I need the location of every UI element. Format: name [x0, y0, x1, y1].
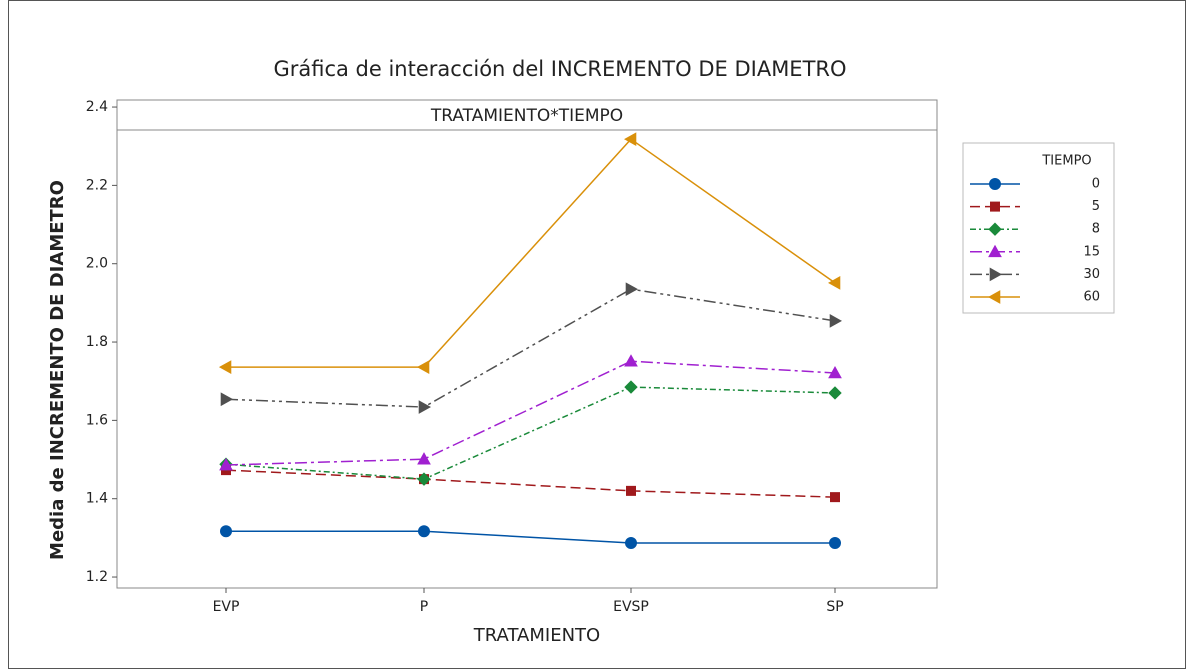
legend-label: 15	[1083, 244, 1100, 259]
panel-strip	[116, 99, 938, 131]
series-line	[225, 386, 836, 480]
marker	[418, 400, 432, 414]
y-tick-label: 1.2	[86, 569, 108, 585]
legend-label: 5	[1092, 199, 1100, 214]
legend-label: 0	[1092, 177, 1100, 192]
legend-marker	[988, 244, 1002, 258]
marker	[218, 360, 232, 374]
legend-marker	[987, 290, 1001, 304]
marker	[829, 536, 841, 549]
marker	[827, 276, 841, 290]
y-tick-label: 2.4	[86, 99, 108, 115]
marker	[418, 525, 430, 538]
x-tick-label: EVSP	[613, 599, 649, 615]
legend-marker	[988, 222, 1002, 236]
series-line	[225, 469, 836, 498]
x-tick-label: EVP	[213, 599, 240, 615]
marker	[624, 380, 638, 394]
legend-box	[962, 142, 1115, 314]
legend-marker	[989, 178, 1001, 190]
marker	[624, 354, 638, 367]
marker	[626, 485, 636, 496]
chart-title: Gráfica de interacción del INCREMENTO DE…	[273, 57, 846, 81]
marker	[220, 392, 234, 407]
marker	[625, 282, 639, 297]
y-tick-label: 1.8	[86, 334, 108, 350]
marker	[625, 536, 637, 549]
marker	[829, 314, 843, 328]
series-line	[225, 360, 836, 466]
panel-label: TRATAMIENTO*TIEMPO	[430, 106, 623, 126]
x-tick-label: P	[420, 599, 428, 615]
marker	[828, 386, 842, 400]
marker	[828, 365, 842, 379]
y-tick-label: 2.2	[86, 177, 108, 193]
series-line	[226, 530, 835, 544]
legend-marker	[989, 267, 1003, 282]
series-line	[225, 288, 836, 408]
marker	[416, 360, 430, 374]
y-axis-label: Media de INCREMENTO DE DIAMETRO	[47, 180, 68, 560]
marker	[417, 472, 431, 486]
marker	[219, 457, 233, 471]
legend-marker	[990, 201, 1000, 212]
y-tick-label: 2.0	[86, 256, 108, 272]
legend-label: 8	[1092, 222, 1100, 237]
y-tick-label: 1.6	[86, 412, 108, 428]
marker	[417, 452, 431, 465]
x-tick-label: SP	[826, 599, 843, 615]
marker	[220, 525, 232, 538]
marker	[623, 132, 637, 147]
x-axis-label: TRATAMIENTO	[473, 625, 600, 646]
legend-label: 60	[1083, 290, 1100, 305]
marker	[830, 492, 840, 503]
y-tick-label: 1.4	[86, 491, 108, 507]
series-line	[226, 138, 836, 368]
legend-label: 30	[1083, 267, 1100, 282]
legend-title: TIEMPO	[1041, 154, 1091, 169]
plot-area	[116, 99, 938, 589]
